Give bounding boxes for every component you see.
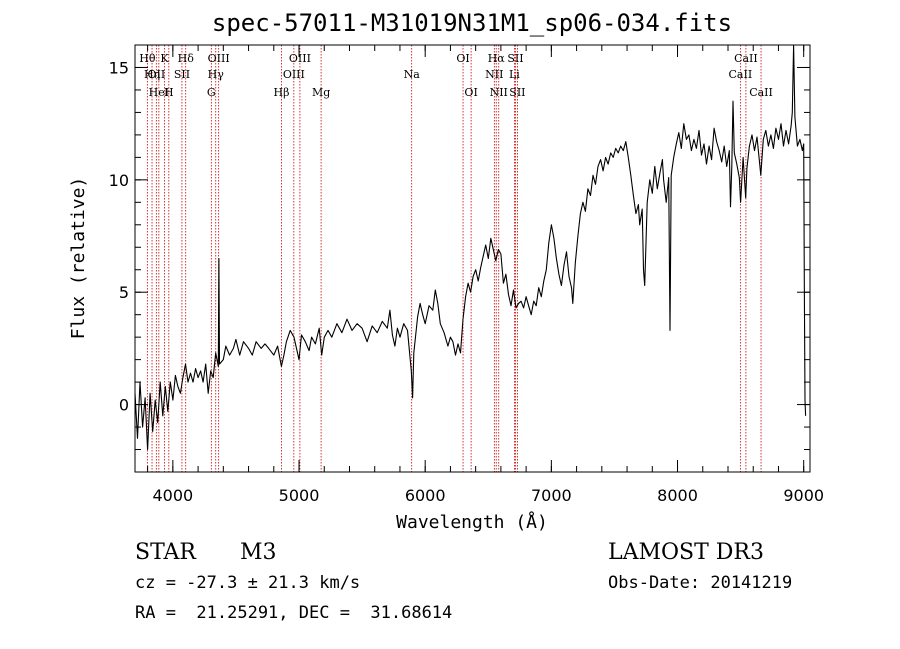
line-label-1: Hη <box>144 68 160 81</box>
object-class: STAR <box>135 540 196 565</box>
line-label-9: Hγ <box>208 68 225 81</box>
plot-frame <box>134 44 811 473</box>
line-label-25: CaII <box>734 52 758 65</box>
line-label-12: OIII <box>283 68 305 81</box>
line-label-6: SII <box>174 68 190 81</box>
line-label-0: Hθ <box>139 52 156 65</box>
x-tick-label: 4000 <box>152 486 193 505</box>
x-tick-label: 8000 <box>657 486 698 505</box>
line-label-5: H <box>164 86 174 99</box>
line-label-3: HeI <box>149 86 169 99</box>
line-label-11: Hβ <box>274 86 290 99</box>
x-tick-label: 6000 <box>405 486 446 505</box>
line-label-15: Na <box>404 68 421 81</box>
chart-title: spec-57011-M31019N31M1_sp06-034.fits <box>212 9 732 37</box>
line-label-10: OIII <box>208 52 230 65</box>
line-label-24: CaII <box>729 68 753 81</box>
x-axis-label: Wavelength (Å) <box>396 511 548 533</box>
x-tick-label: 9000 <box>783 486 824 505</box>
line-label-21: Li <box>509 68 520 81</box>
line-label-18: NII <box>485 68 503 81</box>
y-tick-label: 10 <box>109 171 129 190</box>
line-label-7: Hδ <box>178 52 195 65</box>
line-label-17: OI <box>464 86 477 99</box>
line-label-2: OII <box>147 68 165 81</box>
line-markers <box>146 45 762 472</box>
coordinates: RA = 21.25291, DEC = 31.68614 <box>135 603 453 623</box>
line-labels: HθHηOIIHeIKHSIIHδGHγOIIIHβOIIIOIIIMgNaOI… <box>139 52 773 99</box>
line-label-19: Hα <box>488 52 506 65</box>
line-label-14: Mg <box>312 86 330 99</box>
obs-date: Obs-Date: 20141219 <box>608 573 793 593</box>
line-label-22: SII <box>507 52 523 65</box>
line-label-8: G <box>207 86 216 99</box>
y-axis-label: Flux (relative) <box>68 177 89 340</box>
survey-name: LAMOST DR3 <box>608 540 764 565</box>
line-label-26: CaII <box>749 86 773 99</box>
y-tick-label: 0 <box>119 396 129 415</box>
line-label-20: NII <box>490 86 508 99</box>
line-label-23: SII <box>509 86 525 99</box>
x-tick-label: 7000 <box>531 486 572 505</box>
line-label-16: OI <box>456 52 469 65</box>
line-label-4: K <box>160 52 169 65</box>
axis-ticks: 4000 5000 6000 7000 8000 9000 0 5 10 15 <box>109 44 824 505</box>
line-label-13: OIII <box>289 52 311 65</box>
y-tick-label: 15 <box>109 58 129 77</box>
flux-series-line <box>134 44 807 451</box>
object-subclass: M3 <box>240 540 277 565</box>
x-tick-label: 5000 <box>279 486 320 505</box>
y-tick-label: 5 <box>119 283 129 302</box>
redshift-text: cz = -27.3 ± 21.3 km/s <box>135 573 361 593</box>
